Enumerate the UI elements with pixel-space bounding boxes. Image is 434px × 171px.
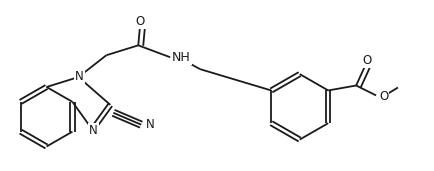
Text: N: N: [146, 118, 155, 131]
Text: NH: NH: [172, 51, 191, 64]
Text: O: O: [362, 54, 372, 67]
Text: O: O: [379, 90, 388, 103]
Text: N: N: [75, 70, 84, 83]
Text: N: N: [89, 124, 98, 137]
Text: O: O: [135, 15, 145, 28]
